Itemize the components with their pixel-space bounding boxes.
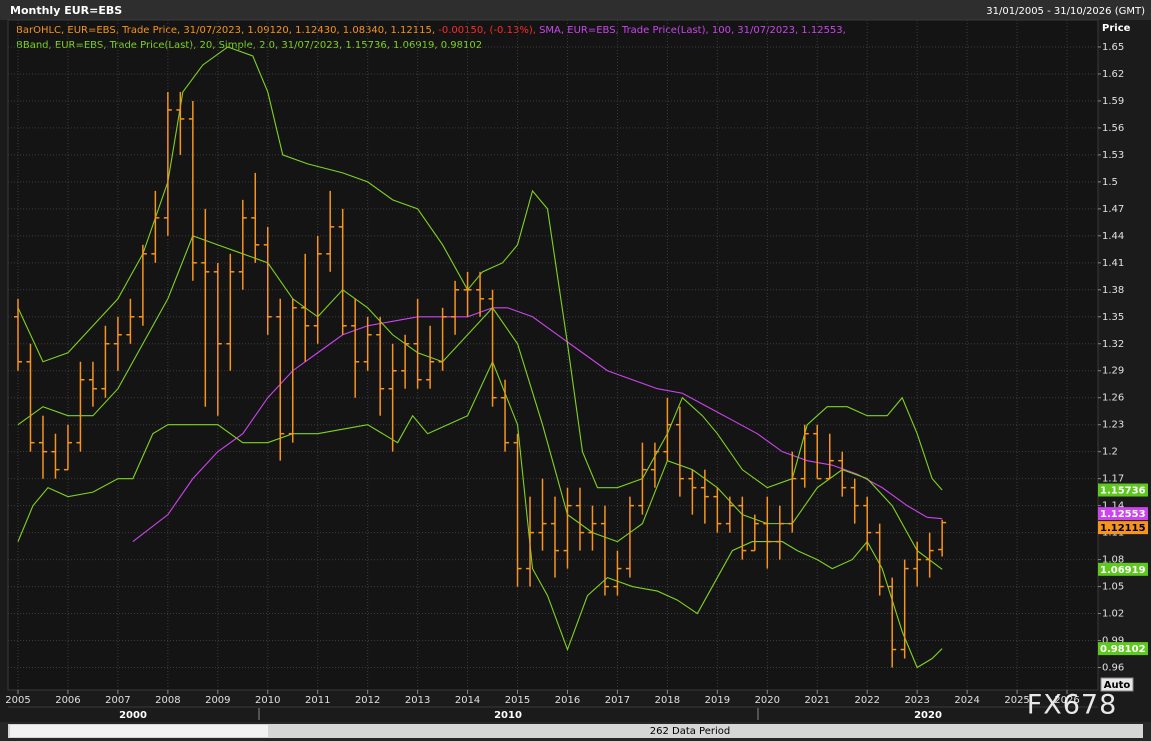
y-tick-label: 1.65 <box>1102 42 1124 53</box>
legend-bband: BBand, EUR=EBS, Trade Price(Last), 20, S… <box>16 40 482 51</box>
value-tag-label: 0.98102 <box>1100 644 1146 655</box>
x-tick-label: 2011 <box>305 695 330 706</box>
auto-button-label[interactable]: Auto <box>1104 680 1131 691</box>
value-tag <box>1098 521 1148 535</box>
y-tick-label: 1.17 <box>1102 474 1124 485</box>
y-tick-label: 1.08 <box>1102 555 1124 566</box>
legend-bar: BarOHLC, EUR=EBS, Trade Price, 31/07/202… <box>16 25 438 36</box>
y-tick-label: 1.62 <box>1102 69 1124 80</box>
x-tick-label: 2020 <box>755 695 780 706</box>
scrollbar[interactable] <box>8 724 1143 738</box>
x-tick-label: 2026 <box>1054 695 1079 706</box>
y-tick-label: 1.35 <box>1102 312 1124 323</box>
legend-sma: SMA, EUR=EBS, Trade Price(Last), 100, 31… <box>539 25 846 36</box>
y-tick-label: 1.05 <box>1102 582 1124 593</box>
value-tag-label: 1.12553 <box>1100 509 1146 520</box>
data-period: 262 Data Period <box>650 726 731 737</box>
y-tick-label: 1.38 <box>1102 285 1124 296</box>
indicator-line <box>17 46 943 491</box>
marks <box>13 46 947 669</box>
y-axis-label: Price <box>1102 23 1131 34</box>
y-tick-label: 1.59 <box>1102 96 1124 107</box>
x-tick-label: 2025 <box>1004 695 1029 706</box>
x-tick-label: 2019 <box>705 695 730 706</box>
value-tag <box>1098 642 1148 656</box>
y-tick-label: 1.47 <box>1102 204 1124 215</box>
auto-button[interactable] <box>1100 677 1134 692</box>
x-tick-label: 2007 <box>105 695 130 706</box>
y-tick-label: 1.02 <box>1102 609 1124 620</box>
x-tick-label: 2005 <box>5 695 30 706</box>
y-tick-label: 1.23 <box>1102 420 1124 431</box>
indicator-line <box>17 235 943 570</box>
date-range: 31/01/2005 - 31/10/2026 (GMT) <box>986 6 1145 17</box>
scrollbar-thumb[interactable] <box>10 725 268 737</box>
x-tick-label: 2009 <box>205 695 230 706</box>
x-tick-label: 2008 <box>155 695 180 706</box>
x-tick-label: 2010 <box>255 695 280 706</box>
y-tick-label: 1.56 <box>1102 123 1124 134</box>
x-tick-label: 2014 <box>455 695 480 706</box>
y-tick-label: 0.96 <box>1102 663 1124 674</box>
y-tick-label: 0.99 <box>1102 636 1124 647</box>
y-tick-label: 1.44 <box>1102 231 1124 242</box>
x-tick-label: 2015 <box>505 695 530 706</box>
title-bar <box>0 0 1151 20</box>
value-tag <box>1098 483 1148 497</box>
x-tick-label: 2012 <box>355 695 380 706</box>
value-tag <box>1098 507 1148 521</box>
value-tag <box>1098 562 1148 576</box>
x-tick-label: 2021 <box>805 695 830 706</box>
y-tick-label: 1.32 <box>1102 339 1124 350</box>
legend-line: BarOHLC, EUR=EBS, Trade Price, 31/07/202… <box>16 25 846 36</box>
chart-title: Monthly EUR=EBS <box>10 4 122 17</box>
decade-label: 2010 <box>494 710 522 721</box>
y-tick-label: 1.29 <box>1102 366 1124 377</box>
x-tick-label: 2022 <box>854 695 879 706</box>
y-tick-label: 1.5 <box>1102 177 1118 188</box>
axes: 1.65 1.62 1.59 1.56 1.53 1.5 1.47 1.44 1.41 1.38 1… <box>5 42 1148 721</box>
y-tick-label: 1.2 <box>1102 447 1118 458</box>
x-tick-label: 2016 <box>555 695 580 706</box>
value-tag-label: 1.06919 <box>1100 565 1146 576</box>
x-tick-label: 2018 <box>655 695 680 706</box>
y-tick-label: 1.53 <box>1102 150 1124 161</box>
indicator-line <box>17 360 943 669</box>
y-tick-label: 1.26 <box>1102 393 1124 404</box>
value-tag-label: 1.15736 <box>1100 486 1146 497</box>
y-tick-label: 1.14 <box>1102 501 1124 512</box>
watermark: FX678 <box>1027 690 1118 721</box>
decade-label: 2020 <box>914 710 942 721</box>
plot-area <box>7 19 1099 691</box>
decade-label: 2000 <box>119 710 147 721</box>
legend-change: -0.00150, (-0.13%), <box>438 25 539 36</box>
x-tick-label: 2023 <box>904 695 929 706</box>
x-tick-label: 2013 <box>405 695 430 706</box>
value-tag-label: 1.12115 <box>1100 523 1146 534</box>
x-tick-label: 2006 <box>55 695 80 706</box>
x-tick-label: 2017 <box>605 695 630 706</box>
x-tick-label: 2024 <box>954 695 979 706</box>
y-tick-label: 1.41 <box>1102 258 1124 269</box>
